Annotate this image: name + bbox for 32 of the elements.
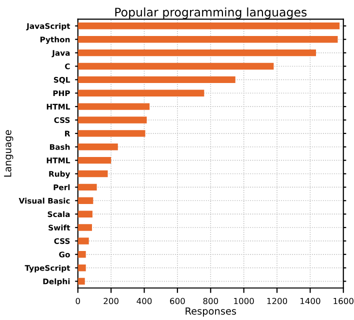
bar xyxy=(78,210,92,218)
bar xyxy=(78,36,338,43)
bar xyxy=(78,197,94,204)
x-tick-label: 400 xyxy=(136,298,152,304)
bar xyxy=(78,130,146,137)
y-axis-title: Language xyxy=(4,130,14,177)
bar xyxy=(78,116,147,124)
bar xyxy=(78,156,112,164)
x-tick-label: 0 xyxy=(76,298,80,304)
bar xyxy=(78,251,86,258)
x-tick-label: 600 xyxy=(170,298,185,304)
x-tick-label: 1400 xyxy=(300,298,320,304)
bar xyxy=(78,264,86,272)
x-tick-label: 200 xyxy=(104,298,118,304)
bar xyxy=(78,62,274,70)
bar xyxy=(78,144,118,150)
bar xyxy=(78,49,316,56)
chart-title: Popular programming languages xyxy=(115,7,307,19)
bar xyxy=(78,103,150,110)
bar xyxy=(78,76,236,84)
x-tick-label: 1000 xyxy=(234,298,254,304)
bar xyxy=(78,278,85,285)
bar xyxy=(78,238,89,244)
x-tick-label: 1200 xyxy=(267,298,288,304)
x-tick-label: 1600 xyxy=(334,298,354,304)
bar xyxy=(78,170,108,178)
bar xyxy=(78,184,97,191)
x-tick-label: 800 xyxy=(203,298,218,304)
x-axis-title: Responses xyxy=(186,307,236,317)
bar xyxy=(78,22,340,30)
bar xyxy=(78,224,92,231)
bar xyxy=(78,90,204,96)
